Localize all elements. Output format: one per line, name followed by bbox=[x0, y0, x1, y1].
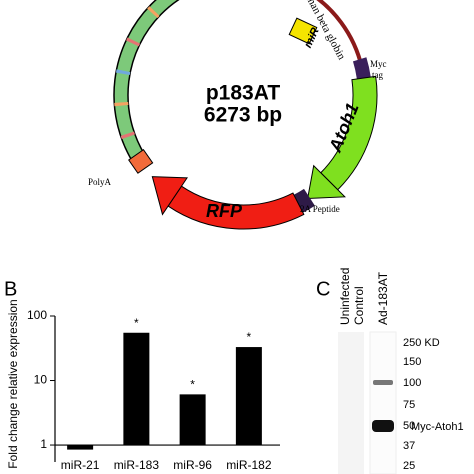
bar-chart: Fold change relative expression 1 10 100 miR… bbox=[6, 299, 280, 472]
bar bbox=[67, 445, 94, 450]
polya-box bbox=[128, 149, 154, 174]
backbone-stripe bbox=[120, 131, 135, 140]
significance-mark: * bbox=[247, 330, 252, 344]
marker-label: 50 bbox=[403, 420, 415, 432]
panel-letter: B bbox=[4, 278, 17, 300]
y-tick-label: 1 bbox=[40, 437, 47, 451]
backbone-stripe bbox=[114, 102, 129, 107]
lane bbox=[369, 331, 397, 474]
backbone-stripe bbox=[147, 6, 160, 19]
peptide bbox=[293, 188, 315, 213]
band bbox=[373, 380, 393, 385]
rfp-label: RFP bbox=[206, 201, 243, 221]
backbone-stripe bbox=[126, 37, 141, 47]
bar bbox=[123, 332, 150, 446]
lane-label: Ad-183AT bbox=[376, 271, 390, 325]
lane-label: Control bbox=[352, 286, 366, 325]
polya-label: PolyA bbox=[88, 177, 112, 187]
plasmid-map bbox=[113, 0, 378, 230]
bar bbox=[179, 394, 206, 446]
marker-label: 75 bbox=[403, 399, 415, 411]
bar bbox=[235, 347, 262, 446]
x-tick-label: miR-183 bbox=[114, 458, 160, 472]
myc-label: Myc bbox=[370, 59, 387, 69]
y-axis-label: Fold change relative expression bbox=[6, 299, 20, 468]
lane bbox=[338, 332, 364, 474]
y-tick-label: 100 bbox=[27, 308, 47, 322]
x-tick-label: miR-21 bbox=[61, 458, 100, 472]
marker-label: 100 bbox=[403, 377, 421, 389]
y-tick-label: 10 bbox=[34, 373, 48, 387]
atoh1-arrowhead bbox=[307, 164, 346, 199]
mir-box bbox=[288, 17, 318, 45]
x-tick-label: miR-96 bbox=[173, 458, 212, 472]
marker-label: 25 bbox=[403, 460, 415, 472]
plasmid-size: 6273 bp bbox=[204, 104, 282, 127]
myc-label: tag bbox=[372, 70, 383, 80]
marker-label: 150 bbox=[403, 356, 421, 368]
band-label: Myc-Atoh1 bbox=[411, 421, 464, 433]
lane-label: Uninfected bbox=[338, 268, 352, 325]
myc-tag bbox=[352, 57, 371, 79]
backbone-stripe bbox=[115, 69, 131, 76]
marker-label: 250 KD bbox=[403, 337, 440, 349]
western-blot: Uninfected Control Ad-183AT 250 KD 150 100 75 5… bbox=[338, 268, 464, 474]
marker-label: 37 bbox=[403, 440, 415, 452]
panel-letter: C bbox=[316, 278, 330, 300]
x-tick-label: miR-182 bbox=[226, 458, 272, 472]
significance-mark: * bbox=[134, 316, 139, 330]
rfp-arrowhead bbox=[151, 176, 188, 216]
significance-mark: * bbox=[190, 378, 195, 392]
peptide-label: 2A Peptide bbox=[300, 204, 340, 214]
band bbox=[372, 420, 394, 432]
plasmid-name: p183AT bbox=[206, 82, 280, 105]
